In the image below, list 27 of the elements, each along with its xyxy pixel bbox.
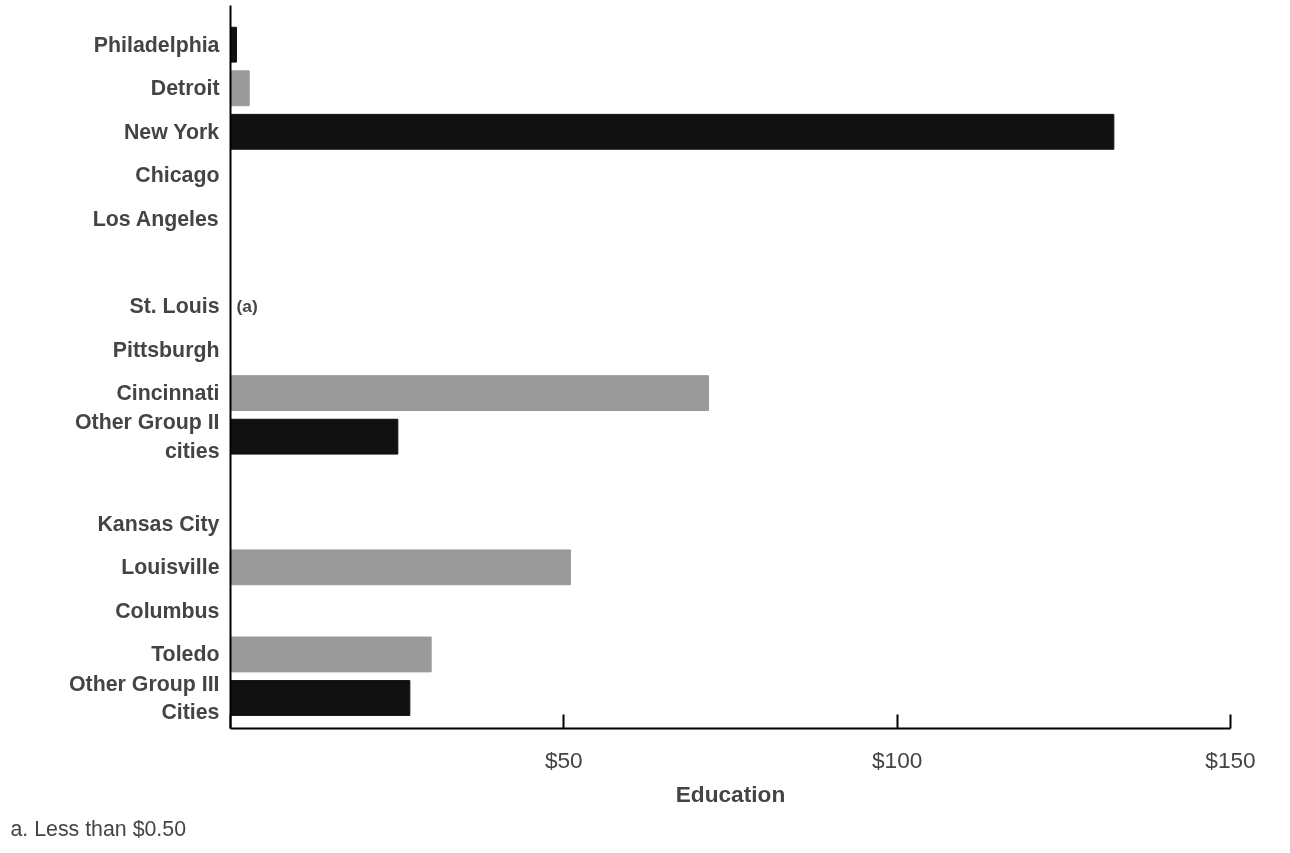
x-tick-label: $150: [1205, 746, 1256, 773]
y-tick-label: Columbus: [115, 598, 220, 623]
x-tick-label: $50: [544, 746, 583, 773]
y-tick-label: Detroit: [150, 76, 220, 101]
y-tick-label: Other Group II cities: [74, 410, 220, 464]
y-tick-label: Louisville: [121, 555, 220, 580]
bar: [230, 549, 571, 586]
bar: [230, 418, 399, 455]
x-axis-title: Education: [675, 780, 786, 807]
bar: [230, 113, 1115, 150]
y-tick-label: St. Louis: [129, 294, 220, 319]
text: (a): [236, 296, 258, 317]
y-tick-label: Chicago: [135, 163, 220, 188]
y-tick-label: Other Group III Cities: [69, 671, 220, 725]
y-tick-label: Kansas City: [97, 511, 220, 536]
y-tick-label: Los Angeles: [92, 206, 219, 231]
bar: [230, 680, 411, 716]
y-tick-label: Toledo: [151, 642, 220, 667]
bar: [230, 375, 709, 412]
y-tick-label: New York: [123, 119, 220, 144]
x-tick-label: $100: [871, 746, 923, 773]
bar: [230, 636, 432, 673]
y-tick-label: Pittsburgh: [112, 337, 220, 362]
y-tick-label: Philadelphia: [93, 32, 220, 57]
bar: [230, 70, 250, 107]
text: a. Less than $0.50: [10, 816, 187, 841]
y-tick-label: Cincinnati: [116, 381, 220, 406]
